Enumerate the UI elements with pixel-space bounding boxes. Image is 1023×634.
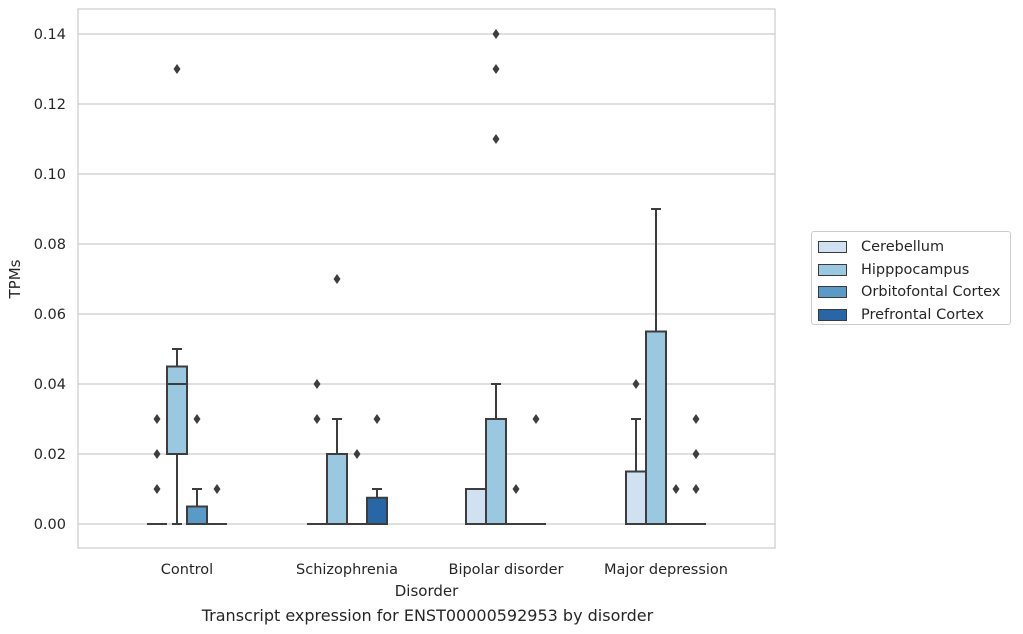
box <box>186 505 208 525</box>
outlier-point <box>492 29 500 39</box>
box-3-0 <box>207 484 227 525</box>
outlier-point <box>153 414 161 424</box>
y-tick-label: 0.10 <box>34 167 66 183</box>
box-3-2 <box>526 414 546 525</box>
box <box>366 496 388 525</box>
chart-caption: Transcript expression for ENST0000059295… <box>201 606 654 625</box>
outlier-point <box>692 414 700 424</box>
legend: Cerebellum Hipppocampus Orbitofontal Corte… <box>811 231 1011 325</box>
box-3-1 <box>366 414 388 525</box>
outlier-point <box>213 484 221 494</box>
legend-item: Hipppocampus <box>818 259 1010 282</box>
y-tick-label: 0.02 <box>34 447 66 463</box>
outlier-point <box>632 379 640 389</box>
box <box>326 453 348 525</box>
outlier-point <box>173 64 181 74</box>
y-tick-label: 0.00 <box>34 517 66 533</box>
box <box>625 470 647 525</box>
legend-swatch <box>818 308 847 321</box>
y-tick-label: 0.14 <box>34 27 66 43</box>
box-1-3 <box>645 208 667 525</box>
x-axis-ticks: Control Schizophrenia Bipolar disorder Majo… <box>161 562 728 578</box>
outlier-point <box>492 134 500 144</box>
outlier-point <box>672 484 680 494</box>
box-2-1 <box>347 449 367 525</box>
grid-lines <box>78 33 775 525</box>
y-tick-label: 0.08 <box>34 237 66 253</box>
y-tick-label: 0.04 <box>34 377 66 393</box>
outlier-point <box>373 414 381 424</box>
x-tick-label: Bipolar disorder <box>449 562 564 578</box>
legend-label: Prefrontal Cortex <box>861 306 984 323</box>
legend-item: Prefrontal Cortex <box>818 304 1010 327</box>
x-tick-label: Schizophrenia <box>296 562 398 578</box>
outlier-point <box>353 449 361 459</box>
box-0-1 <box>307 379 327 525</box>
plot-frame <box>77 8 776 549</box>
legend-swatch <box>818 241 847 254</box>
box-3-3 <box>686 414 706 525</box>
box-1-1 <box>326 274 348 525</box>
x-axis-label: Disorder <box>395 582 459 600</box>
legend-label: Cerebellum <box>861 239 945 256</box>
box <box>465 488 487 525</box>
y-axis-ticks: 0.00 0.02 0.04 0.06 0.08 0.10 0.12 0.14 <box>34 27 66 533</box>
outlier-point <box>153 484 161 494</box>
box <box>485 418 507 525</box>
outlier-point <box>193 414 201 424</box>
outlier-point <box>532 414 540 424</box>
legend-swatch <box>818 286 847 299</box>
x-tick-label: Major depression <box>604 562 728 578</box>
outlier-point <box>313 379 321 389</box>
y-tick-label: 0.06 <box>34 307 66 323</box>
box-1-2 <box>485 29 507 525</box>
box-0-2 <box>465 488 487 525</box>
outlier-point <box>153 449 161 459</box>
outlier-point <box>492 64 500 74</box>
box-2-3 <box>666 484 686 525</box>
legend-item: Orbitofontal Cortex <box>818 281 1010 304</box>
box-0-3 <box>625 379 647 525</box>
outlier-point <box>692 449 700 459</box>
box-2-2 <box>506 484 526 525</box>
box <box>645 330 667 525</box>
outlier-point <box>333 274 341 284</box>
x-tick-label: Control <box>161 562 213 578</box>
outlier-point <box>692 484 700 494</box>
legend-swatch <box>818 263 847 276</box>
box-0-0 <box>147 414 167 525</box>
outlier-point <box>512 484 520 494</box>
box <box>166 365 188 455</box>
legend-item: Cerebellum <box>818 236 1010 259</box>
y-tick-label: 0.12 <box>34 97 66 113</box>
outlier-point <box>313 414 321 424</box>
legend-label: Hipppocampus <box>861 261 970 278</box>
box-1-0 <box>166 64 188 525</box>
box-series <box>147 29 706 525</box>
box-2-0 <box>186 414 208 525</box>
y-axis-label: TPMs <box>6 259 24 299</box>
legend-label: Orbitofontal Cortex <box>861 284 1001 301</box>
